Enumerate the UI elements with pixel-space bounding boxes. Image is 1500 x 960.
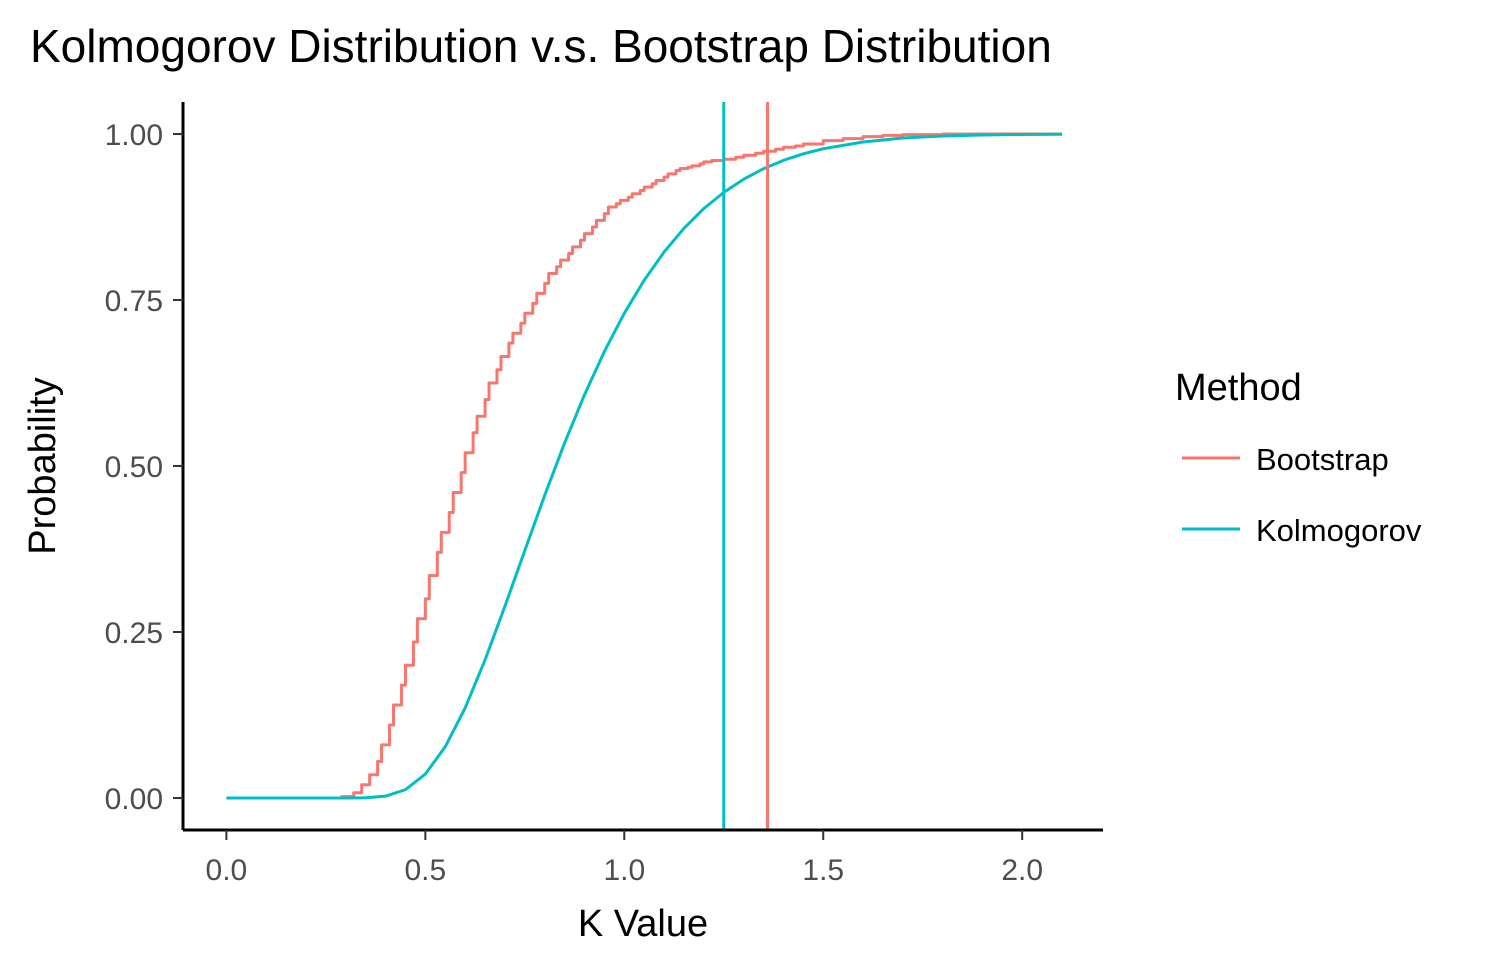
series-line-bootstrap	[226, 132, 1062, 800]
y-axis-ticks: 0.00 0.25 0.50 0.75 1.00	[105, 119, 183, 816]
x-tick-label: 0.0	[206, 854, 248, 887]
series-line-kolmogorov	[226, 132, 1062, 800]
x-axis-title: K Value	[578, 903, 708, 945]
x-tick-label: 0.5	[404, 854, 446, 887]
chart-title: Kolmogorov Distribution v.s. Bootstrap D…	[30, 20, 1052, 72]
y-tick-label: 0.25	[105, 617, 163, 650]
x-tick-label: 1.5	[802, 854, 844, 887]
y-tick-label: 1.00	[105, 119, 163, 152]
x-tick-label: 2.0	[1001, 854, 1043, 887]
x-axis-ticks: 0.0 0.5 1.0 1.5 2.0	[206, 830, 1043, 887]
legend-label-kolmogorov: Kolmogorov	[1256, 513, 1422, 548]
x-tick-label: 1.0	[603, 854, 645, 887]
reference-lines	[722, 102, 770, 830]
legend-title: Method	[1175, 367, 1302, 409]
y-tick-label: 0.50	[105, 451, 163, 484]
y-axis-title: Probability	[22, 377, 64, 554]
y-tick-label: 0.00	[105, 783, 163, 816]
legend: Method Bootstrap Kolmogorov	[1175, 367, 1422, 548]
y-tick-label: 0.75	[105, 285, 163, 318]
series-layer	[226, 132, 1062, 800]
legend-label-bootstrap: Bootstrap	[1256, 442, 1389, 477]
plot-area	[226, 102, 1062, 830]
